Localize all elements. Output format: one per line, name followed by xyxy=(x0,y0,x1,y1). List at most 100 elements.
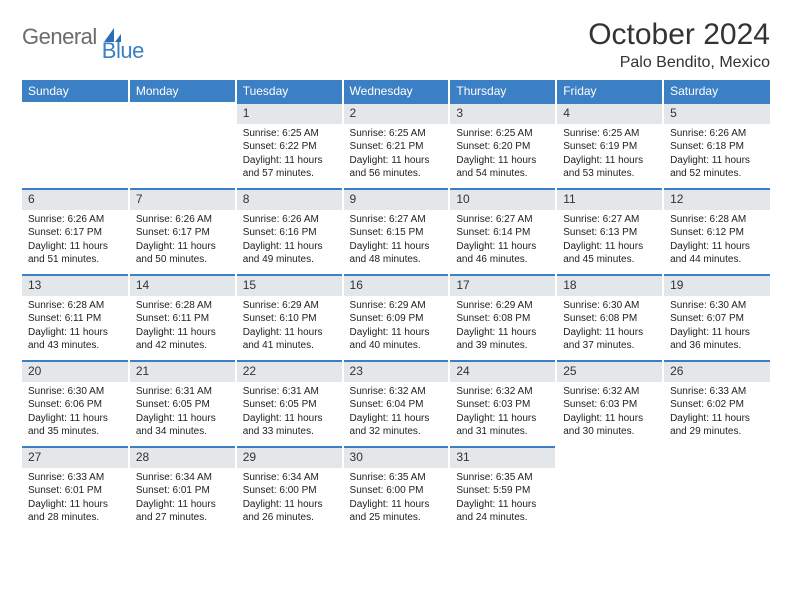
calendar-cell: 21Sunrise: 6:31 AMSunset: 6:05 PMDayligh… xyxy=(129,360,236,446)
weekday-header: Saturday xyxy=(663,80,770,102)
month-title: October 2024 xyxy=(588,18,770,52)
daylight-line: Daylight: 11 hours and 40 minutes. xyxy=(350,326,443,353)
day-details: Sunrise: 6:29 AMSunset: 6:10 PMDaylight:… xyxy=(237,296,342,357)
day-details: Sunrise: 6:25 AMSunset: 6:19 PMDaylight:… xyxy=(557,124,662,185)
day-details: Sunrise: 6:32 AMSunset: 6:04 PMDaylight:… xyxy=(344,382,449,443)
sunset-line: Sunset: 6:17 PM xyxy=(28,226,122,240)
daylight-line: Daylight: 11 hours and 25 minutes. xyxy=(350,498,443,525)
day-details: Sunrise: 6:35 AMSunset: 5:59 PMDaylight:… xyxy=(450,468,555,529)
day-number: 18 xyxy=(557,274,662,296)
day-number: 16 xyxy=(344,274,449,296)
day-number: 25 xyxy=(557,360,662,382)
calendar-cell: 24Sunrise: 6:32 AMSunset: 6:03 PMDayligh… xyxy=(449,360,556,446)
sunrise-line: Sunrise: 6:33 AM xyxy=(28,471,122,485)
sunset-line: Sunset: 5:59 PM xyxy=(456,484,549,498)
day-details: Sunrise: 6:26 AMSunset: 6:18 PMDaylight:… xyxy=(664,124,770,185)
sunrise-line: Sunrise: 6:29 AM xyxy=(243,299,336,313)
daylight-line: Daylight: 11 hours and 53 minutes. xyxy=(563,154,656,181)
sunset-line: Sunset: 6:21 PM xyxy=(350,140,443,154)
calendar-cell: 22Sunrise: 6:31 AMSunset: 6:05 PMDayligh… xyxy=(236,360,343,446)
sunset-line: Sunset: 6:03 PM xyxy=(563,398,656,412)
sunset-line: Sunset: 6:05 PM xyxy=(243,398,336,412)
day-details: Sunrise: 6:29 AMSunset: 6:09 PMDaylight:… xyxy=(344,296,449,357)
sunrise-line: Sunrise: 6:30 AM xyxy=(563,299,656,313)
daylight-line: Daylight: 11 hours and 37 minutes. xyxy=(563,326,656,353)
sunset-line: Sunset: 6:06 PM xyxy=(28,398,122,412)
sunset-line: Sunset: 6:04 PM xyxy=(350,398,443,412)
sunrise-line: Sunrise: 6:27 AM xyxy=(456,213,549,227)
day-details: Sunrise: 6:30 AMSunset: 6:08 PMDaylight:… xyxy=(557,296,662,357)
calendar-cell: 10Sunrise: 6:27 AMSunset: 6:14 PMDayligh… xyxy=(449,188,556,274)
logo: General Blue xyxy=(22,24,166,50)
daylight-line: Daylight: 11 hours and 51 minutes. xyxy=(28,240,122,267)
weekday-header: Monday xyxy=(129,80,236,102)
sunset-line: Sunset: 6:03 PM xyxy=(456,398,549,412)
sunset-line: Sunset: 6:19 PM xyxy=(563,140,656,154)
sunrise-line: Sunrise: 6:32 AM xyxy=(350,385,443,399)
day-number: 9 xyxy=(344,188,449,210)
calendar-cell: 12Sunrise: 6:28 AMSunset: 6:12 PMDayligh… xyxy=(663,188,770,274)
sunrise-line: Sunrise: 6:26 AM xyxy=(243,213,336,227)
sunrise-line: Sunrise: 6:30 AM xyxy=(670,299,764,313)
day-number: 8 xyxy=(237,188,342,210)
sunset-line: Sunset: 6:15 PM xyxy=(350,226,443,240)
daylight-line: Daylight: 11 hours and 45 minutes. xyxy=(563,240,656,267)
weekday-header: Thursday xyxy=(449,80,556,102)
daylight-line: Daylight: 11 hours and 39 minutes. xyxy=(456,326,549,353)
day-number: 14 xyxy=(130,274,235,296)
calendar-cell: 15Sunrise: 6:29 AMSunset: 6:10 PMDayligh… xyxy=(236,274,343,360)
day-details: Sunrise: 6:34 AMSunset: 6:01 PMDaylight:… xyxy=(130,468,235,529)
sunset-line: Sunset: 6:17 PM xyxy=(136,226,229,240)
daylight-line: Daylight: 11 hours and 56 minutes. xyxy=(350,154,443,181)
day-details: Sunrise: 6:33 AMSunset: 6:01 PMDaylight:… xyxy=(22,468,128,529)
day-number: 31 xyxy=(450,446,555,468)
calendar-cell: 4Sunrise: 6:25 AMSunset: 6:19 PMDaylight… xyxy=(556,102,663,188)
daylight-line: Daylight: 11 hours and 32 minutes. xyxy=(350,412,443,439)
weekday-header: Friday xyxy=(556,80,663,102)
sunrise-line: Sunrise: 6:26 AM xyxy=(670,127,764,141)
daylight-line: Daylight: 11 hours and 33 minutes. xyxy=(243,412,336,439)
sunrise-line: Sunrise: 6:26 AM xyxy=(136,213,229,227)
daylight-line: Daylight: 11 hours and 57 minutes. xyxy=(243,154,336,181)
day-details: Sunrise: 6:25 AMSunset: 6:21 PMDaylight:… xyxy=(344,124,449,185)
weekday-header: Tuesday xyxy=(236,80,343,102)
calendar-cell: 9Sunrise: 6:27 AMSunset: 6:15 PMDaylight… xyxy=(343,188,450,274)
daylight-line: Daylight: 11 hours and 42 minutes. xyxy=(136,326,229,353)
day-number: 17 xyxy=(450,274,555,296)
day-number: 23 xyxy=(344,360,449,382)
daylight-line: Daylight: 11 hours and 27 minutes. xyxy=(136,498,229,525)
day-number: 22 xyxy=(237,360,342,382)
calendar-cell-empty xyxy=(556,446,663,532)
calendar-cell: 2Sunrise: 6:25 AMSunset: 6:21 PMDaylight… xyxy=(343,102,450,188)
calendar-cell-empty xyxy=(663,446,770,532)
day-number: 12 xyxy=(664,188,770,210)
sunrise-line: Sunrise: 6:35 AM xyxy=(456,471,549,485)
header-row: General Blue October 2024 Palo Bendito, … xyxy=(22,18,770,72)
day-number: 7 xyxy=(130,188,235,210)
day-number: 13 xyxy=(22,274,128,296)
day-details: Sunrise: 6:26 AMSunset: 6:17 PMDaylight:… xyxy=(130,210,235,271)
daylight-line: Daylight: 11 hours and 24 minutes. xyxy=(456,498,549,525)
calendar-row: 1Sunrise: 6:25 AMSunset: 6:22 PMDaylight… xyxy=(22,102,770,188)
sunrise-line: Sunrise: 6:30 AM xyxy=(28,385,122,399)
calendar-row: 13Sunrise: 6:28 AMSunset: 6:11 PMDayligh… xyxy=(22,274,770,360)
calendar-cell: 6Sunrise: 6:26 AMSunset: 6:17 PMDaylight… xyxy=(22,188,129,274)
daylight-line: Daylight: 11 hours and 29 minutes. xyxy=(670,412,764,439)
sunset-line: Sunset: 6:00 PM xyxy=(243,484,336,498)
day-number: 5 xyxy=(664,102,770,124)
title-block: October 2024 Palo Bendito, Mexico xyxy=(588,18,770,72)
daylight-line: Daylight: 11 hours and 52 minutes. xyxy=(670,154,764,181)
day-details: Sunrise: 6:27 AMSunset: 6:13 PMDaylight:… xyxy=(557,210,662,271)
sunset-line: Sunset: 6:02 PM xyxy=(670,398,764,412)
calendar-cell: 19Sunrise: 6:30 AMSunset: 6:07 PMDayligh… xyxy=(663,274,770,360)
sunset-line: Sunset: 6:01 PM xyxy=(28,484,122,498)
day-details: Sunrise: 6:28 AMSunset: 6:11 PMDaylight:… xyxy=(130,296,235,357)
day-number: 28 xyxy=(130,446,235,468)
logo-text-blue: Blue xyxy=(102,38,144,64)
sunrise-line: Sunrise: 6:27 AM xyxy=(350,213,443,227)
day-number: 4 xyxy=(557,102,662,124)
sunrise-line: Sunrise: 6:31 AM xyxy=(136,385,229,399)
day-details: Sunrise: 6:31 AMSunset: 6:05 PMDaylight:… xyxy=(130,382,235,443)
sunrise-line: Sunrise: 6:25 AM xyxy=(243,127,336,141)
logo-text-general: General xyxy=(22,24,97,50)
